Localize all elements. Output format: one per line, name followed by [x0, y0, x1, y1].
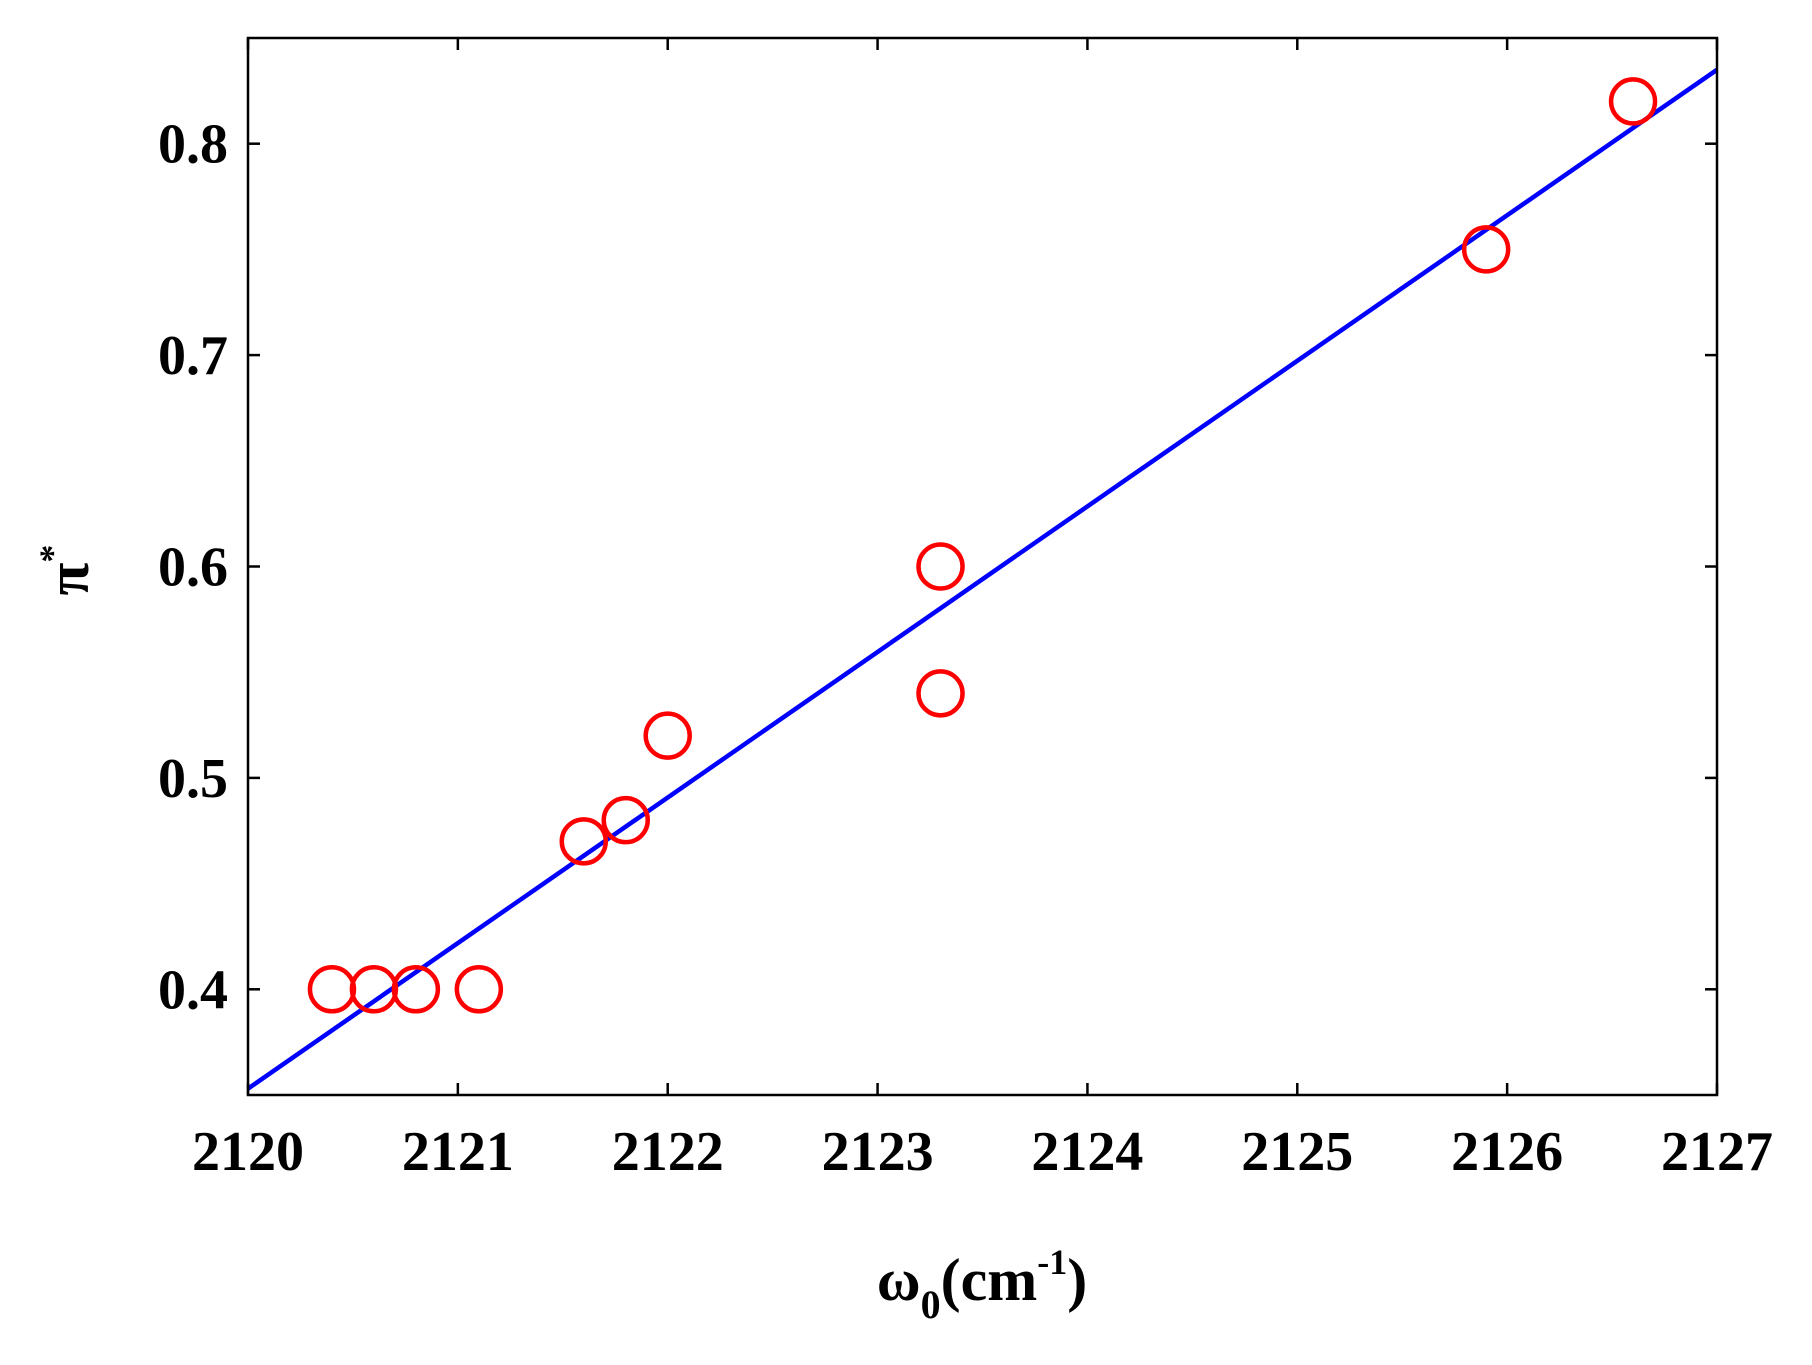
data-point	[916, 669, 965, 718]
y-tick-label: 0.8	[158, 114, 228, 176]
x-axis-label-subscript: 0	[921, 1282, 941, 1327]
y-axis-label-superscript: *	[32, 545, 72, 563]
data-layer	[248, 67, 1717, 1091]
data-point	[916, 542, 965, 591]
data-point	[391, 965, 441, 1014]
y-tick-label: 0.7	[158, 325, 228, 387]
x-tick-label: 2121	[402, 1121, 514, 1183]
data-point	[1461, 225, 1511, 274]
data-point	[307, 965, 357, 1014]
data-point	[643, 711, 692, 760]
data-point	[559, 817, 609, 866]
data-point	[454, 965, 504, 1014]
y-axis-label-base: π	[35, 562, 101, 595]
x-axis-label: ω0(cm-1)	[877, 1242, 1087, 1327]
x-axis-label-unit-close: )	[1067, 1247, 1087, 1313]
y-tick-label: 0.5	[158, 748, 228, 810]
plot-frame	[246, 36, 1719, 1097]
x-axis-label-unit-open: (cm	[941, 1247, 1038, 1313]
y-axis-label: π*	[32, 545, 101, 596]
x-tick-label: 2126	[1451, 1121, 1563, 1183]
x-tick-label: 2123	[822, 1121, 934, 1183]
ticks-layer	[246, 38, 1719, 1095]
y-tick-label: 0.4	[158, 959, 228, 1021]
data-point	[1608, 77, 1658, 126]
y-tick-label: 0.6	[158, 537, 228, 599]
x-tick-label: 2120	[192, 1121, 304, 1183]
x-axis-label-base: ω	[877, 1247, 921, 1313]
x-axis-label-superscript: -1	[1037, 1242, 1067, 1282]
labels-layer: 2120 2121 2122 2123 2124 2125 2126 2127 0.4 0.5 0.…	[158, 114, 1773, 1183]
fit-line	[248, 67, 1717, 1091]
x-tick-label: 2125	[1241, 1121, 1353, 1183]
x-tick-label: 2122	[612, 1121, 724, 1183]
x-tick-label: 2124	[1031, 1121, 1143, 1183]
data-point	[601, 795, 650, 845]
x-tick-label: 2127	[1661, 1121, 1773, 1183]
